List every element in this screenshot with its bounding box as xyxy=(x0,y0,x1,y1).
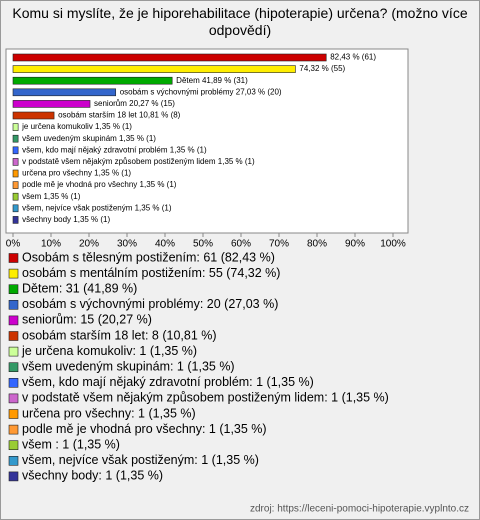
legend-swatch xyxy=(8,471,19,482)
bar-label: všem, kdo mají nějaký zdravotní problém … xyxy=(22,145,207,154)
bar-label: všem, nejvíce však postiženým 1,35 % (1) xyxy=(22,203,172,212)
legend-label: podle mě je vhodná pro všechny: 1 (1,35 … xyxy=(22,422,267,436)
legend-swatch xyxy=(8,393,19,404)
legend-label: všem : 1 (1,35 %) xyxy=(22,437,120,451)
legend-label: určena pro všechny: 1 (1,35 %) xyxy=(22,406,196,420)
legend-label: všem uvedeným skupinám: 1 (1,35 %) xyxy=(22,359,235,373)
legend-swatch xyxy=(8,268,19,279)
x-tick-label: 20% xyxy=(79,239,99,250)
legend-swatch xyxy=(8,424,19,435)
bar-label: je určena komukoliv 1,35 % (1) xyxy=(21,122,132,131)
x-tick-label: 60% xyxy=(231,239,251,250)
x-tick-label: 100% xyxy=(380,239,406,250)
bar xyxy=(12,111,55,120)
bar-label: Dětem 41,89 % (31) xyxy=(176,76,248,85)
legend-label: osobám starším 18 let: 8 (10,81 %) xyxy=(22,328,217,342)
legend-swatch xyxy=(8,253,19,263)
bar xyxy=(12,53,327,62)
bar xyxy=(12,100,91,108)
x-tick-label: 80% xyxy=(307,239,327,250)
legend-label: všem, kdo mají nějaký zdravotní problém:… xyxy=(22,375,314,389)
legend-label: všechny body: 1 (1,35 %) xyxy=(22,469,163,483)
legend-swatch xyxy=(8,331,19,341)
legend-swatch xyxy=(8,284,19,295)
bar xyxy=(12,123,19,131)
bar-label: seniorům 20,27 % (15) xyxy=(94,99,175,108)
bar-label: všem uvedeným skupinám 1,35 % (1) xyxy=(22,134,156,143)
legend-label: v podstatě všem nějakým způsobem postiže… xyxy=(22,391,389,405)
legend-label: seniorům: 15 (20,27 %) xyxy=(22,313,152,327)
bar-label: všechny body 1,35 % (1) xyxy=(22,215,110,224)
legend-label: Dětem: 31 (41,89 %) xyxy=(22,281,137,295)
bar-label: osobám s výchovnými problémy 27,03 % (20… xyxy=(120,87,282,96)
x-tick-label: 70% xyxy=(269,239,289,250)
bar xyxy=(12,204,19,213)
bar xyxy=(12,88,117,97)
bar xyxy=(12,146,19,155)
bar-label: v podstatě všem nějakým způsobem postiže… xyxy=(22,157,255,166)
legend-label: osobám s výchovnými problémy: 20 (27,03 … xyxy=(22,297,278,311)
bar-label: podle mě je vhodná pro všechny 1,35 % (1… xyxy=(22,180,177,189)
legend-swatch xyxy=(8,440,19,451)
legend-label: je určena komukoliv: 1 (1,35 %) xyxy=(21,344,197,358)
chart-title: Komu si myslíte, že je hiporehabilitace … xyxy=(12,5,468,38)
bar-label: 82,43 % (61) xyxy=(330,53,376,62)
x-tick-label: 50% xyxy=(193,239,213,250)
legend-label: všem, nejvíce však postiženým: 1 (1,35 %… xyxy=(22,453,259,467)
source: zdroj: https://leceni-pomoci-hipoterapie… xyxy=(250,504,469,515)
bar xyxy=(12,76,173,85)
bar-label: 74,32 % (55) xyxy=(299,64,345,73)
bar xyxy=(12,169,19,178)
bar-label: všem 1,35 % (1) xyxy=(22,192,81,201)
x-tick-label: 40% xyxy=(155,239,175,250)
legend-label: Osobám s tělesným postižením: 61 (82,43 … xyxy=(22,250,275,264)
legend-swatch xyxy=(8,455,19,466)
legend-swatch xyxy=(8,299,19,310)
legend-swatch xyxy=(8,362,19,373)
legend-label: osobám s mentálním postižením: 55 (74,32… xyxy=(22,266,280,280)
legend-swatch xyxy=(8,377,19,388)
bar-label: osobám starším 18 let 10,81 % (8) xyxy=(58,111,181,120)
x-tick-label: 90% xyxy=(345,239,365,250)
bar xyxy=(12,158,19,166)
x-tick-label: 0% xyxy=(6,239,21,250)
x-tick-label: 10% xyxy=(41,239,61,250)
bar xyxy=(12,134,19,143)
legend-swatch xyxy=(8,346,19,357)
x-tick-label: 30% xyxy=(117,239,137,250)
bar xyxy=(12,65,296,73)
bar xyxy=(12,216,19,224)
bar xyxy=(12,192,19,201)
bar-label: určena pro všechny 1,35 % (1) xyxy=(22,169,131,178)
legend-swatch xyxy=(8,409,19,419)
bar xyxy=(12,181,19,189)
legend-swatch xyxy=(8,315,19,326)
